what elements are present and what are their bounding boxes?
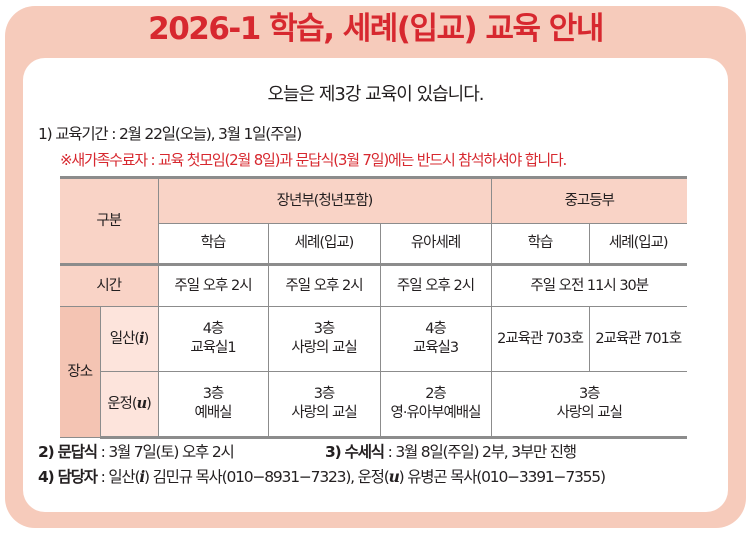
place-cell: 2층 영·유아부예배실 bbox=[379, 371, 492, 439]
table-header-row: 구분 장년부(청년포함) 중고등부 bbox=[60, 176, 687, 265]
place-cell: 3층 사랑의 교실 bbox=[267, 306, 381, 372]
place-cell: 2교육관 703호 bbox=[490, 306, 590, 372]
place-cell: 3층 사랑의 교실 bbox=[490, 371, 687, 439]
place-cell: 2교육관 701호 bbox=[588, 306, 687, 372]
baptism-info: 3) 수세식 : 3월 8일(주일) 2부, 3부만 진행 bbox=[325, 442, 577, 462]
exam-value: : 3월 7일(토) 오후 2시 bbox=[96, 443, 235, 461]
col-adult-baptism: 세례(입교) bbox=[267, 223, 381, 265]
table-row-place-ilsan: 장소 일산(i) 4층 교육실1 3층 사랑의 교실 4층 교육실3 2교육관 703… bbox=[60, 306, 687, 438]
time-cell: 주일 오전 11시 30분 bbox=[490, 263, 687, 307]
row-label-time: 시간 bbox=[60, 263, 159, 307]
period-value: : 2월 22일(오늘), 3월 1일(주일) bbox=[107, 125, 302, 143]
today-notice: 오늘은 제3강 교육이 있습니다. bbox=[267, 84, 484, 105]
ilsan-mark-icon: i bbox=[139, 467, 145, 486]
place-cell: 4층 교육실1 bbox=[157, 306, 269, 372]
ilsan-contact: ) 김민규 목사(010−8931−7323), bbox=[144, 468, 358, 486]
ilsan-mark-icon: i bbox=[139, 330, 144, 347]
place-cell: 3층 예배실 bbox=[157, 371, 269, 439]
col-youth-study: 학습 bbox=[490, 223, 590, 265]
col-adult-study: 학습 bbox=[158, 223, 269, 265]
new-family-note: ※새가족수료자 : 교육 첫모임(2월 8일)과 문답식(3월 7일)에는 반드… bbox=[60, 151, 567, 169]
header-category: 구분 bbox=[60, 176, 159, 265]
time-cell: 주일 오후 2시 bbox=[267, 263, 381, 307]
col-youth-baptism: 세례(입교) bbox=[588, 223, 687, 265]
table-row-place-unjeong: 운정(u) 3층 예배실 3층 사랑의 교실 2층 영·유아부예배실 3층 사랑의 교실 bbox=[60, 371, 687, 439]
unjeong-mark-icon: u bbox=[388, 467, 400, 486]
baptism-value: : 3월 8일(주일) 2부, 3부만 진행 bbox=[383, 443, 577, 461]
header-adult-group: 장년부(청년포함) bbox=[157, 176, 492, 224]
contact-info: 4) 담당자 : 일산(i) 김민규 목사(010−8931−7323), 운정… bbox=[38, 467, 606, 486]
baptism-label: 3) 수세식 bbox=[325, 443, 385, 461]
exam-info: 2) 문답식 : 3월 7일(토) 오후 2시 bbox=[38, 442, 235, 462]
contact-label: 4) 담당자 bbox=[38, 468, 98, 486]
col-infant-baptism: 유아세례 bbox=[379, 223, 492, 265]
row-label-ilsan: 일산(i) bbox=[99, 306, 159, 372]
place-cell: 3층 사랑의 교실 bbox=[267, 371, 381, 439]
time-cell: 주일 오후 2시 bbox=[379, 263, 492, 307]
place-cell: 4층 교육실3 bbox=[379, 306, 492, 372]
unjeong-contact: ) 유병곤 목사(010−3391−7355) bbox=[398, 468, 606, 486]
exam-label: 2) 문답식 bbox=[38, 443, 98, 461]
table-row-time: 시간 주일 오후 2시 주일 오후 2시 주일 오후 2시 주일 오전 11시 … bbox=[60, 263, 687, 307]
row-label-place: 장소 bbox=[60, 306, 101, 438]
row-label-unjeong: 운정(u) bbox=[100, 371, 159, 439]
time-cell: 주일 오후 2시 bbox=[157, 263, 269, 307]
period-label: 1) 교육기간 bbox=[38, 125, 109, 143]
page-title: 2026-1 학습, 세례(입교) 교육 안내 bbox=[148, 11, 604, 47]
header-youth-group: 중고등부 bbox=[490, 176, 687, 224]
unjeong-mark-icon: u bbox=[136, 395, 148, 412]
schedule-table: 구분 장년부(청년포함) 중고등부 학습 세례(입교) 유아세례 학습 세례(입… bbox=[60, 176, 687, 439]
education-period: 1) 교육기간 : 2월 22일(오늘), 3월 1일(주일) bbox=[38, 124, 302, 144]
